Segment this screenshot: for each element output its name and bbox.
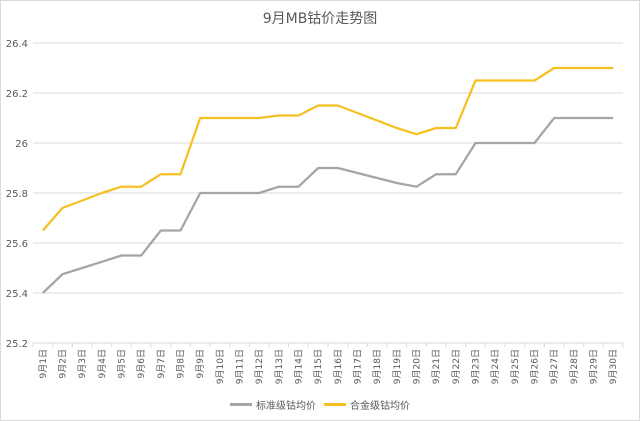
x-tick-label: 9月15日 (313, 349, 324, 384)
x-tick-label: 9月30日 (608, 349, 619, 384)
y-tick-label: 26.4 (6, 39, 28, 50)
x-tick-label: 9月27日 (549, 349, 560, 384)
x-tick-label: 9月17日 (353, 349, 364, 384)
x-tick-label: 9月19日 (392, 349, 403, 384)
x-tick-label: 9月2日 (58, 349, 69, 378)
x-tick-label: 9月21日 (431, 349, 442, 384)
legend: 标准级钴均价 合金级钴均价 (0, 397, 640, 412)
x-tick-label: 9月11日 (235, 349, 246, 384)
legend-swatch-yellow (324, 403, 346, 406)
legend-label-standard: 标准级钴均价 (256, 401, 316, 412)
legend-label-alloy: 合金级钴均价 (350, 401, 410, 412)
legend-item-standard: 标准级钴均价 (230, 397, 316, 412)
x-tick-label: 9月22日 (451, 349, 462, 384)
y-tick-label: 26.2 (6, 89, 28, 100)
y-tick-label: 25.4 (6, 289, 28, 300)
y-tick-label: 25.8 (6, 189, 28, 200)
x-tick-label: 9月12日 (254, 349, 265, 384)
x-tick-label: 9月10日 (215, 349, 226, 384)
x-tick-label: 9月14日 (294, 349, 305, 384)
x-tick-label: 9月28日 (569, 349, 580, 384)
legend-swatch-gray (230, 403, 252, 406)
x-tick-label: 9月18日 (372, 349, 383, 384)
chart-title: 9月MB钴价走势图 (262, 11, 378, 27)
x-tick-label: 9月29日 (589, 349, 600, 384)
legend-item-alloy: 合金级钴均价 (324, 397, 410, 412)
x-tick-label: 9月5日 (117, 349, 128, 378)
x-tick-label: 9月9日 (195, 349, 206, 378)
x-tick-label: 9月13日 (274, 349, 285, 384)
x-tick-label: 9月4日 (97, 349, 108, 378)
x-tick-label: 9月24日 (490, 349, 501, 384)
x-tick-label: 9月6日 (136, 349, 147, 378)
x-tick-label: 9月23日 (471, 349, 482, 384)
x-tick-label: 9月25日 (510, 349, 521, 384)
y-tick-label: 25.6 (6, 239, 28, 250)
x-tick-label: 9月26日 (530, 349, 541, 384)
x-tick-label: 9月8日 (176, 349, 187, 378)
series-line-standard (42, 116, 614, 294)
x-tick-label: 9月20日 (412, 349, 423, 384)
series-line-alloy (41, 66, 614, 232)
y-tick-label: 25.2 (6, 339, 28, 350)
x-tick-label: 9月3日 (77, 349, 88, 378)
y-tick-label: 26 (15, 139, 28, 150)
x-tick-label: 9月7日 (156, 349, 167, 378)
x-tick-label: 9月16日 (333, 349, 344, 384)
x-tick-label: 9月1日 (38, 349, 49, 378)
